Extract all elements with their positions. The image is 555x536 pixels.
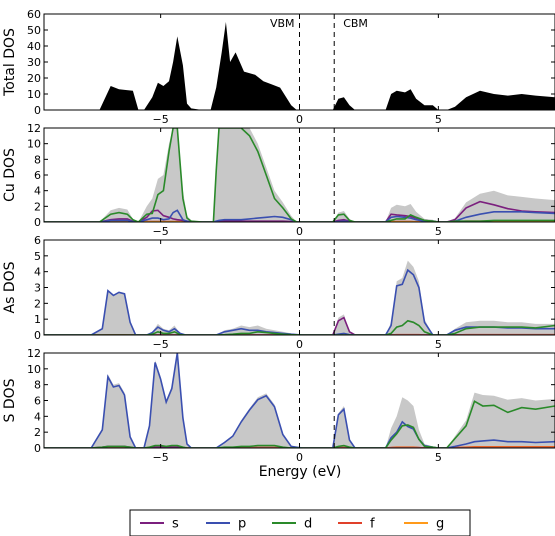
x-axis-label: Energy (eV) xyxy=(259,464,342,480)
total-ytick-label: 60 xyxy=(27,8,41,21)
cu-ytick-label: 8 xyxy=(34,153,41,166)
as-dos-panel: 0 1 2 3 4 5 6 −5 0 5 As DOS xyxy=(2,234,555,351)
as-xtick-label: −5 xyxy=(153,338,169,351)
s-xtick-label: 0 xyxy=(296,451,303,464)
as-ytick-label: 1 xyxy=(34,313,41,326)
as-ytick-label: 0 xyxy=(34,329,41,342)
total-y-axis-label: Total DOS xyxy=(2,28,18,97)
total-dos-panel: 0 10 20 30 40 50 60 −5 0 5 Total DOS VBM CBM xyxy=(2,8,555,126)
s-p-curve xyxy=(44,353,555,448)
legend-item-s: s xyxy=(140,517,179,532)
as-ytick-label: 4 xyxy=(34,266,41,279)
cu-ytick-label: 4 xyxy=(34,185,41,198)
total-ytick-label: 40 xyxy=(27,40,41,53)
cu-ytick-label: 12 xyxy=(27,122,41,135)
s-ytick-label: 8 xyxy=(34,379,41,392)
s-ytick-label: 10 xyxy=(27,363,41,376)
total-xtick-label: −5 xyxy=(153,113,169,126)
total-xtick-label: 5 xyxy=(435,113,442,126)
total-ytick-label: 10 xyxy=(27,88,41,101)
s-xtick-label: −5 xyxy=(153,451,169,464)
s-ytick-label: 12 xyxy=(27,347,41,360)
cu-ytick-label: 0 xyxy=(34,216,41,229)
legend-label-f: f xyxy=(370,517,375,532)
s-ytick-label: 2 xyxy=(34,426,41,439)
as-y-axis-label: As DOS xyxy=(2,261,18,313)
s-total-area xyxy=(44,353,555,448)
cu-ytick-label: 10 xyxy=(27,138,41,151)
s-dos-panel: 0 2 4 6 8 10 12 −5 0 5 S DOS xyxy=(2,347,555,464)
cu-y-axis-label: Cu DOS xyxy=(2,148,18,202)
s-ytick-label: 4 xyxy=(34,410,41,423)
legend-item-p: p xyxy=(206,517,246,532)
cu-xtick-label: −5 xyxy=(153,225,169,238)
as-ytick-label: 2 xyxy=(34,297,41,310)
legend-label-s: s xyxy=(172,517,179,532)
total-ytick-label: 30 xyxy=(27,56,41,69)
s-y-axis-label: S DOS xyxy=(2,378,18,422)
cu-xtick-label: 0 xyxy=(296,225,303,238)
total-ytick-label: 0 xyxy=(34,104,41,117)
cu-dos-panel: 0 2 4 6 8 10 12 −5 0 5 Cu DOS xyxy=(2,122,555,238)
cu-xtick-label: 5 xyxy=(435,225,442,238)
total-ytick-label: 50 xyxy=(27,24,41,37)
s-xtick-label: 5 xyxy=(435,451,442,464)
s-ytick-label: 6 xyxy=(34,395,41,408)
legend-item-d: d xyxy=(272,517,312,532)
cu-ytick-label: 2 xyxy=(34,200,41,213)
legend-item-g: g xyxy=(404,517,444,532)
as-xtick-label: 0 xyxy=(296,338,303,351)
as-ytick-label: 6 xyxy=(34,234,41,247)
as-ytick-label: 5 xyxy=(34,250,41,263)
legend-item-f: f xyxy=(338,517,375,532)
total-plot-area xyxy=(44,22,555,110)
as-ytick-label: 3 xyxy=(34,282,41,295)
legend-label-g: g xyxy=(436,517,444,532)
legend-label-p: p xyxy=(238,517,246,532)
cu-ytick-label: 6 xyxy=(34,169,41,182)
as-d-curve xyxy=(44,319,555,335)
cbm-label: CBM xyxy=(343,17,368,30)
as-xtick-label: 5 xyxy=(435,338,442,351)
as-plot-area xyxy=(44,260,555,335)
cu-total-area xyxy=(44,128,555,222)
total-dos-area xyxy=(44,22,555,110)
s-ytick-label: 0 xyxy=(34,442,41,455)
legend-label-d: d xyxy=(304,517,312,532)
vbm-label: VBM xyxy=(270,17,295,30)
total-ytick-label: 20 xyxy=(27,72,41,85)
total-xtick-label: 0 xyxy=(296,113,303,126)
